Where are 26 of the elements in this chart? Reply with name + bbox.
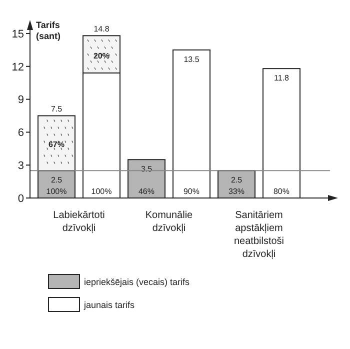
annotation: 90% xyxy=(183,187,200,196)
annotation: 67% xyxy=(48,140,65,150)
annotation: 100% xyxy=(91,187,112,196)
annotation: 100% xyxy=(46,187,67,196)
data-label: 11.8 xyxy=(274,74,290,83)
legend-label: iepriekšējais (vecais) tarifs xyxy=(84,276,190,286)
y-tick-label: 3 xyxy=(18,160,24,172)
annotation: 33% xyxy=(228,187,245,196)
y-tick-label: 15 xyxy=(12,28,24,40)
y-axis-title: Tarifs (sant) xyxy=(36,20,62,42)
x-tick-label: Komunālie dzīvokļi xyxy=(145,210,194,234)
data-label: 13.5 xyxy=(184,54,200,64)
legend-label: jaunais tarifs xyxy=(84,300,135,310)
annotation: 20% xyxy=(93,51,110,60)
total-label: 14.8 xyxy=(94,24,110,34)
total-label: 7.5 xyxy=(50,104,63,114)
y-tick-label: 9 xyxy=(18,94,24,106)
data-label: 2.5 xyxy=(50,176,63,185)
y-tick-label: 12 xyxy=(12,61,24,74)
y-tick-label: 6 xyxy=(18,127,24,140)
x-tick-label: Sanitāriem apstākļiem neatbilstoši dzīvokļi xyxy=(234,210,284,260)
x-tick-label: Labiekārtoti dzīvokļi xyxy=(53,210,105,234)
annotation: 80% xyxy=(273,187,290,196)
y-tick-label: 0 xyxy=(18,192,24,205)
annotation: 46% xyxy=(138,187,155,196)
data-label: 2.5 xyxy=(230,176,243,185)
